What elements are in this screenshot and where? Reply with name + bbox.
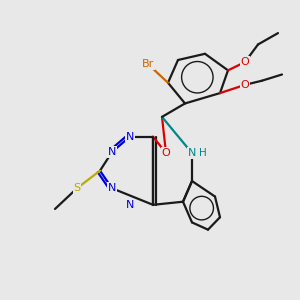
Text: Br: Br	[142, 59, 154, 69]
Text: O: O	[241, 80, 249, 90]
Text: O: O	[241, 57, 249, 67]
Text: N: N	[126, 200, 134, 210]
Text: N: N	[126, 132, 134, 142]
Text: S: S	[74, 183, 81, 193]
Text: H: H	[199, 148, 206, 158]
Text: O: O	[162, 148, 170, 158]
Text: N: N	[108, 183, 116, 193]
Text: N: N	[126, 200, 134, 210]
Text: N: N	[108, 147, 116, 157]
Text: N: N	[188, 148, 196, 158]
